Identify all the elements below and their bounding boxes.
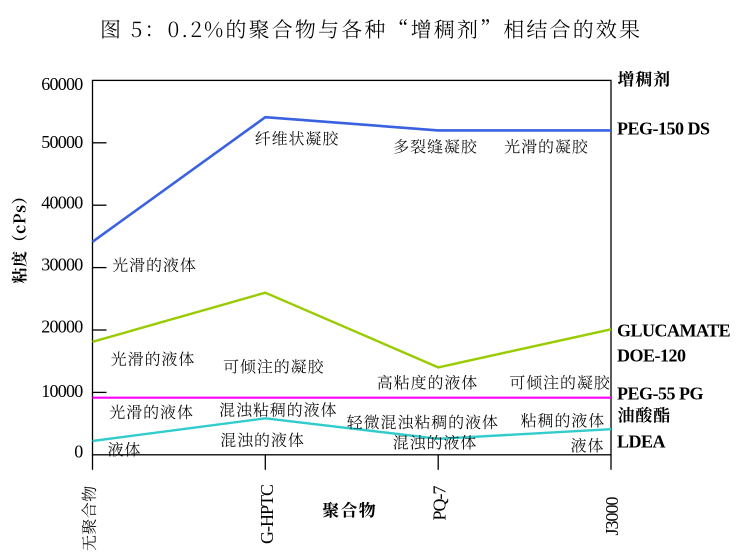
svg-text:PEG-55 PG: PEG-55 PG [617,383,703,403]
svg-text:LDEA: LDEA [617,432,666,452]
svg-text:0: 0 [74,442,83,462]
svg-text:60000: 60000 [41,74,83,94]
svg-text:PEG-150 DS: PEG-150 DS [617,119,710,139]
svg-text:PQ-7: PQ-7 [430,485,450,520]
svg-text:30000: 30000 [41,255,83,275]
svg-text:50000: 50000 [41,132,83,152]
svg-text:40000: 40000 [41,193,83,213]
svg-text:J3000: J3000 [602,496,622,535]
svg-text:G-HPTC: G-HPTC [257,484,277,544]
svg-text:10000: 10000 [41,381,83,401]
svg-text:20000: 20000 [41,317,83,337]
svg-text:GLUCAMATE: GLUCAMATE [617,321,731,341]
svg-text:DOE-120: DOE-120 [617,346,686,366]
